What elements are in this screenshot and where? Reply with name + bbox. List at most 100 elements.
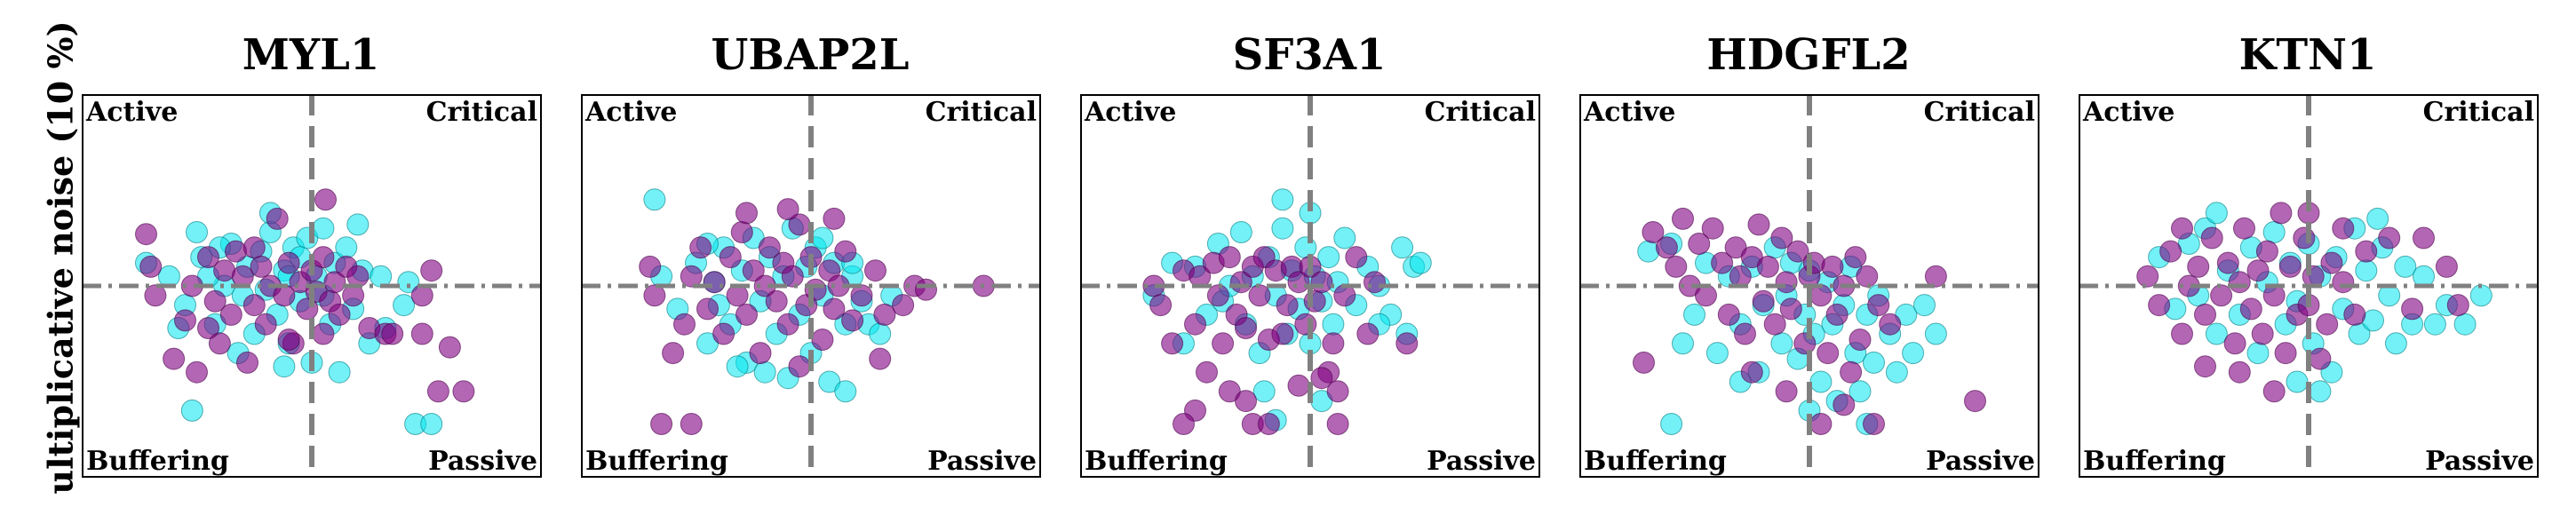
data-point-purple <box>1924 265 1947 288</box>
data-point-purple <box>1747 213 1770 236</box>
data-point-purple <box>834 240 857 263</box>
data-point-purple <box>254 313 277 336</box>
data-point-purple <box>1867 294 1890 317</box>
chart-panel-myl1: MYL1 Active Critical Buffering Passive <box>71 27 551 488</box>
data-point-cyan <box>1391 236 1414 259</box>
data-point-purple <box>1173 413 1195 435</box>
data-point-cyan <box>1683 303 1705 326</box>
data-point-purple <box>2446 294 2469 317</box>
data-point-purple <box>864 259 886 282</box>
plot-area: Active Critical Buffering Passive <box>581 94 1041 478</box>
data-point-purple <box>225 240 247 263</box>
data-point-purple <box>2251 322 2274 345</box>
data-point-cyan <box>1252 380 1276 403</box>
data-point-purple <box>1257 413 1280 435</box>
reference-lines <box>1579 94 2039 478</box>
quadrant-label-active: Active <box>1583 97 1675 128</box>
data-point-purple <box>823 207 846 230</box>
data-point-cyan <box>1660 413 1683 435</box>
data-point-cyan <box>180 399 203 422</box>
data-point-purple <box>2293 226 2316 250</box>
data-point-purple <box>1775 380 1798 403</box>
data-point-purple <box>781 265 804 288</box>
data-point-purple <box>1276 294 1299 317</box>
data-point-purple <box>1356 322 1379 345</box>
data-point-purple <box>719 246 742 269</box>
data-point-cyan <box>869 322 892 345</box>
data-point-purple <box>426 380 449 403</box>
data-point-purple <box>703 271 726 294</box>
data-point-purple <box>1271 322 1294 345</box>
data-point-cyan <box>2286 370 2309 393</box>
data-point-cyan <box>2394 255 2417 278</box>
data-point-cyan <box>2423 313 2446 336</box>
data-point-cyan <box>834 380 857 403</box>
data-point-cyan <box>726 355 749 378</box>
quadrant-label-critical: Critical <box>1924 97 2035 128</box>
plot-area: Active Critical Buffering Passive <box>2079 94 2539 478</box>
plot-frame <box>581 94 1041 478</box>
data-point-purple <box>643 284 666 307</box>
data-point-purple <box>312 246 335 269</box>
quadrant-label-passive: Passive <box>2425 446 2534 477</box>
data-point-purple <box>1863 413 1885 435</box>
data-point-purple <box>735 202 758 225</box>
data-point-purple <box>2223 332 2246 355</box>
chart-title: KTN1 <box>2238 30 2377 80</box>
data-point-purple <box>2136 265 2159 288</box>
data-point-cyan <box>2366 207 2389 230</box>
chart-title: SF3A1 <box>1232 30 1387 80</box>
data-point-purple <box>1326 380 1349 403</box>
data-point-purple <box>1856 265 1879 288</box>
data-point-purple <box>1763 313 1786 336</box>
quadrant-label-critical: Critical <box>926 97 1037 128</box>
data-point-purple <box>2187 255 2210 278</box>
data-point-cyan <box>1913 294 1936 317</box>
points-layer <box>1633 207 1986 435</box>
data-point-purple <box>1149 294 1173 317</box>
reference-lines <box>1080 94 1540 478</box>
data-point-purple <box>869 347 892 370</box>
data-point-purple <box>1184 313 1206 336</box>
data-point-cyan <box>312 217 335 240</box>
data-point-cyan <box>811 226 834 250</box>
plot-area: Active Critical Buffering Passive <box>82 94 542 478</box>
data-point-purple <box>1825 303 1849 326</box>
data-point-purple <box>1793 332 1817 355</box>
data-point-purple <box>2309 347 2332 370</box>
data-point-purple <box>1196 360 1218 384</box>
data-point-purple <box>1310 271 1333 294</box>
data-point-cyan <box>2453 313 2477 336</box>
data-point-purple <box>1364 271 1386 294</box>
data-point-purple <box>2435 255 2458 278</box>
data-point-purple <box>1849 329 1872 351</box>
data-point-cyan <box>1333 226 1356 250</box>
data-point-purple <box>1779 297 1802 321</box>
data-point-purple <box>1833 393 1856 416</box>
data-point-purple <box>277 329 300 351</box>
data-point-cyan <box>1294 236 1317 259</box>
data-point-purple <box>758 236 781 259</box>
chart-title: HDGFL2 <box>1706 30 1911 80</box>
chart-panel-ubap2l: UBAP2L Active Critical Buffering Passive <box>570 27 1050 488</box>
data-point-purple <box>219 303 242 326</box>
data-point-purple <box>1786 240 1809 263</box>
data-point-purple <box>730 221 753 243</box>
data-point-purple <box>1809 413 1833 435</box>
data-point-purple <box>2320 251 2343 274</box>
quadrant-label-active: Active <box>85 97 178 128</box>
data-point-purple <box>1655 236 1678 259</box>
data-point-purple <box>804 278 827 301</box>
data-point-purple <box>1235 390 1257 413</box>
data-point-purple <box>1287 374 1310 397</box>
data-point-purple <box>873 303 896 326</box>
data-point-purple <box>312 322 335 345</box>
data-point-purple <box>1235 317 1257 339</box>
data-point-cyan <box>1317 246 1340 269</box>
data-point-purple <box>1161 332 1184 355</box>
chart-panel-sf3a1: SF3A1 Active Critical Buffering Passive <box>1069 27 1549 488</box>
data-point-cyan <box>643 188 666 211</box>
quadrant-label-passive: Passive <box>1926 446 2035 477</box>
data-point-purple <box>1303 289 1326 313</box>
data-point-cyan <box>1322 313 1345 336</box>
